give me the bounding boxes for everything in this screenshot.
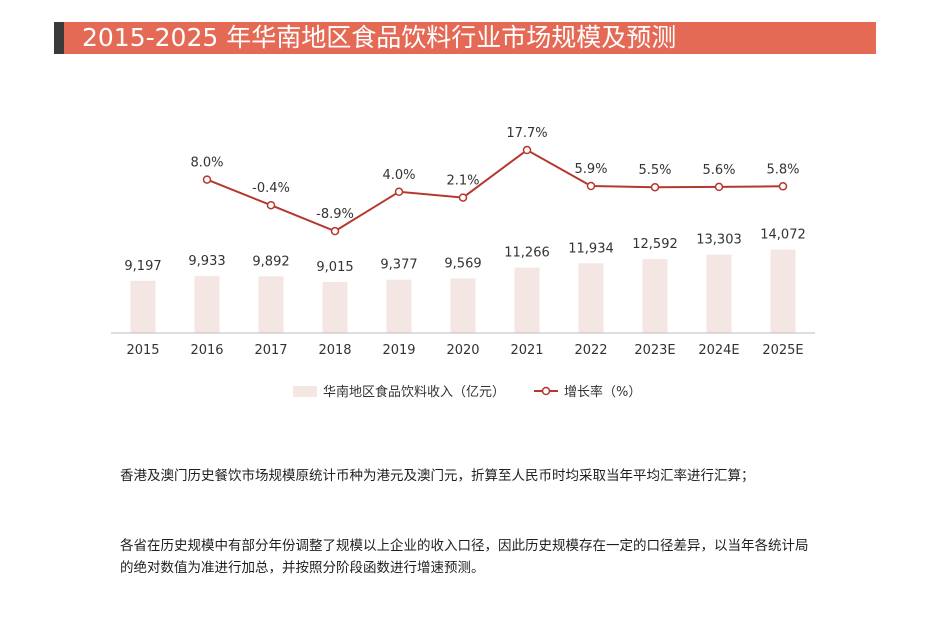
growth-point xyxy=(650,182,660,192)
bar-value-label: 14,072 xyxy=(760,228,806,243)
bar-2023E xyxy=(642,259,668,333)
x-tick-label: 2016 xyxy=(190,343,223,358)
bar-value-label: 11,266 xyxy=(504,246,550,261)
growth-value-label: 17.7% xyxy=(506,126,547,141)
title-accent xyxy=(54,22,64,54)
bar-2021 xyxy=(514,267,540,333)
growth-value-label: 4.0% xyxy=(382,168,415,183)
bar-value-label: 9,015 xyxy=(316,260,353,275)
x-tick-label: 2021 xyxy=(510,343,543,358)
bar-2015 xyxy=(130,280,156,333)
note-2: 各省在历史规模中有部分年份调整了规模以上企业的收入口径，因此历史规模存在一定的口… xyxy=(120,538,809,576)
x-tick-label: 2023E xyxy=(634,343,675,358)
bar-value-label: 9,933 xyxy=(188,254,225,269)
growth-value-label: 5.5% xyxy=(638,163,671,178)
growth-value-label: 5.9% xyxy=(574,162,607,177)
title-bar: 2015-2025 年华南地区食品饮料行业市场规模及预测 xyxy=(54,22,876,54)
x-tick-label: 2022 xyxy=(574,343,607,358)
bar-value-label: 9,377 xyxy=(380,258,417,273)
bar-value-label: 12,592 xyxy=(632,237,678,252)
growth-point xyxy=(266,200,276,210)
bar-2016 xyxy=(194,276,220,333)
x-tick-label: 2020 xyxy=(446,343,479,358)
bar-value-label: 9,569 xyxy=(444,256,481,271)
bar-2018 xyxy=(322,282,348,333)
growth-point xyxy=(714,182,724,192)
bar-value-label: 11,934 xyxy=(568,241,614,256)
x-tick-label: 2025E xyxy=(762,343,803,358)
growth-point xyxy=(202,175,212,184)
bar-2022 xyxy=(578,263,604,333)
growth-point xyxy=(394,187,404,197)
x-tick-label: 2015 xyxy=(126,343,159,358)
growth-value-label: 8.0% xyxy=(190,156,223,171)
growth-point xyxy=(586,181,596,191)
growth-point xyxy=(778,182,788,191)
growth-point xyxy=(458,193,468,202)
growth-point xyxy=(330,226,340,236)
x-tick-label: 2024E xyxy=(698,343,739,358)
bar-value-label: 13,303 xyxy=(696,233,742,248)
bar-2017 xyxy=(258,276,284,333)
legend-line-label: 增长率（%） xyxy=(564,384,641,400)
growth-value-label: 2.1% xyxy=(446,174,479,189)
bar-2025E xyxy=(770,249,796,333)
growth-value-label: 5.8% xyxy=(766,162,799,177)
growth-line xyxy=(206,148,784,233)
growth-value-label: 5.6% xyxy=(702,163,735,178)
bar-value-label: 9,197 xyxy=(124,259,161,274)
growth-value-label: -8.9% xyxy=(316,207,354,222)
growth-value-label: -0.4% xyxy=(252,181,290,196)
chart-title: 2015-2025 年华南地区食品饮料行业市场规模及预测 xyxy=(82,23,677,52)
growth-point xyxy=(522,145,532,155)
x-tick-label: 2019 xyxy=(382,343,415,358)
bar-value-label: 9,892 xyxy=(252,254,289,269)
bar-2019 xyxy=(386,279,412,333)
note-1: 香港及澳门历史餐饮市场规模原统计币种为港元及澳门元，折算至人民币时均采取当年平均… xyxy=(120,468,755,484)
legend-line-marker xyxy=(541,386,551,396)
bar-2020 xyxy=(450,278,476,333)
legend-bar-label: 华南地区食品饮料收入（亿元） xyxy=(323,384,505,400)
x-tick-label: 2018 xyxy=(318,343,351,358)
legend-bar-swatch xyxy=(293,386,317,397)
bar-2024E xyxy=(706,254,732,333)
x-tick-label: 2017 xyxy=(254,343,287,358)
